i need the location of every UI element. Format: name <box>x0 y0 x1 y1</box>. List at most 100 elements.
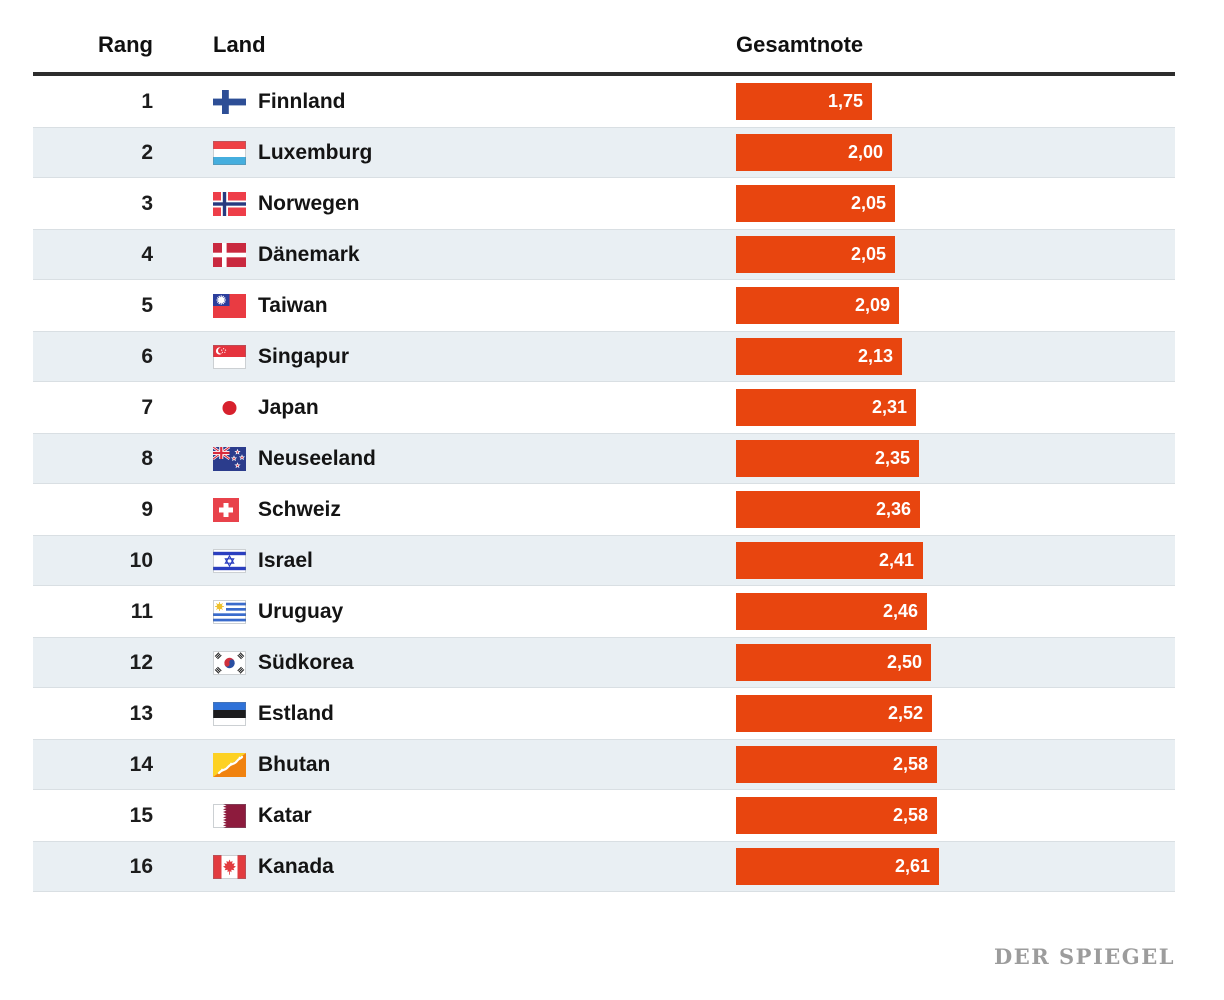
table-row: 4 Dänemark 2,05 <box>33 229 1175 280</box>
table-row: 12 Südkorea <box>33 637 1175 688</box>
country-name: Israel <box>258 548 313 572</box>
column-header-land: Land <box>213 32 266 57</box>
score-value: 2,41 <box>878 550 914 570</box>
country-name: Uruguay <box>258 599 344 623</box>
rank-value: 10 <box>129 548 153 572</box>
score-bar: 2,05 <box>736 236 895 273</box>
score-value: 2,61 <box>894 856 930 876</box>
table-row: 10 Israel 2,41 <box>33 535 1175 586</box>
score-value: 2,09 <box>854 295 890 315</box>
rank-value: 14 <box>129 752 153 776</box>
score-bar: 2,46 <box>736 593 927 630</box>
country-name: Katar <box>258 803 312 827</box>
daenemark-flag-icon <box>213 242 246 267</box>
der-spiegel-logo: DER SPIEGEL <box>994 944 1175 969</box>
rank-value: 9 <box>141 497 153 521</box>
table-row: 14 Bhutan 2,58 <box>33 739 1175 790</box>
kanada-flag-icon <box>213 854 246 879</box>
country-name: Kanada <box>258 854 334 878</box>
country-name: Dänemark <box>258 242 360 266</box>
score-bar: 2,41 <box>736 542 923 579</box>
neuseeland-flag-icon <box>213 446 246 471</box>
country-name: Norwegen <box>258 191 360 215</box>
norwegen-flag-icon <box>213 191 246 216</box>
country-name: Schweiz <box>258 497 341 521</box>
score-bar: 1,75 <box>736 83 872 120</box>
country-name: Bhutan <box>258 752 331 776</box>
table-row: 3 Norwegen 2,05 <box>33 178 1175 229</box>
score-value: 2,52 <box>887 703 923 723</box>
score-bar: 2,05 <box>736 185 895 222</box>
score-bar: 2,36 <box>736 491 920 528</box>
score-bar: 2,13 <box>736 338 902 375</box>
bhutan-flag-icon <box>213 752 246 777</box>
score-bar: 2,52 <box>736 695 932 732</box>
country-name: Luxemburg <box>258 140 373 164</box>
table-row: 8 Neuseeland 2,35 <box>33 433 1175 484</box>
rank-value: 12 <box>129 650 153 674</box>
table-row: 9 Schweiz 2,36 <box>33 484 1175 535</box>
score-value: 2,46 <box>882 601 918 621</box>
table-row: 6 Singapur 2,13 <box>33 331 1175 382</box>
country-name: Finnland <box>258 89 346 113</box>
score-value: 2,58 <box>892 754 928 774</box>
schweiz-flag-icon <box>213 497 246 522</box>
country-name: Estland <box>258 701 334 725</box>
rank-value: 16 <box>129 854 153 878</box>
table-row: 5 Taiwan 2,09 <box>33 280 1175 331</box>
score-value: 2,05 <box>850 244 886 264</box>
score-bar: 2,35 <box>736 440 919 477</box>
rank-value: 5 <box>141 293 153 317</box>
luxemburg-flag-icon <box>213 140 246 165</box>
finnland-flag-icon <box>213 89 246 114</box>
score-bar: 2,50 <box>736 644 931 681</box>
table-row: 15 Katar 2,58 <box>33 790 1175 841</box>
rank-value: 8 <box>141 446 153 470</box>
table-header: Rang Land Gesamtnote <box>33 20 1175 76</box>
rank-value: 7 <box>141 395 153 419</box>
rank-value: 15 <box>129 803 153 827</box>
estland-flag-icon <box>213 701 246 726</box>
table-row: 7 Japan 2,31 <box>33 382 1175 433</box>
score-bar: 2,31 <box>736 389 916 426</box>
score-value: 2,50 <box>886 652 922 672</box>
rank-value: 6 <box>141 344 153 368</box>
score-value: 2,58 <box>892 805 928 825</box>
score-bar: 2,00 <box>736 134 892 171</box>
singapur-flag-icon <box>213 344 246 369</box>
table-row: 11 Uruguay 2,46 <box>33 586 1175 637</box>
rank-value: 11 <box>130 599 153 623</box>
israel-flag-icon <box>213 548 246 573</box>
katar-flag-icon <box>213 803 246 828</box>
score-bar: 2,58 <box>736 797 937 834</box>
table-body: 1 Finnland 1,75 2 Luxemburg 2,00 <box>33 76 1175 892</box>
score-value: 1,75 <box>827 91 863 111</box>
country-name: Taiwan <box>258 293 328 317</box>
score-bar: 2,61 <box>736 848 939 885</box>
japan-flag-icon <box>213 395 246 420</box>
score-value: 2,35 <box>874 448 910 468</box>
table-row: 1 Finnland 1,75 <box>33 76 1175 127</box>
uruguay-flag-icon <box>213 599 246 624</box>
column-header-gesamtnote: Gesamtnote <box>736 32 864 57</box>
country-name: Singapur <box>258 344 350 368</box>
score-value: 2,36 <box>875 499 911 519</box>
country-name: Neuseeland <box>258 446 376 470</box>
table-row: 16 Kanada 2,61 <box>33 841 1175 892</box>
suedkorea-flag-icon <box>213 650 246 675</box>
score-value: 2,13 <box>857 346 893 366</box>
score-bar: 2,58 <box>736 746 937 783</box>
rank-value: 3 <box>141 191 153 215</box>
rank-value: 4 <box>141 242 153 266</box>
score-value: 2,05 <box>850 193 886 213</box>
score-bar: 2,09 <box>736 287 899 324</box>
country-name: Südkorea <box>258 650 354 674</box>
rank-value: 13 <box>129 701 153 725</box>
column-header-rang: Rang <box>98 32 153 57</box>
rank-value: 1 <box>141 89 153 113</box>
score-value: 2,31 <box>871 397 907 417</box>
score-value: 2,00 <box>847 142 883 162</box>
table-row: 2 Luxemburg 2,00 <box>33 127 1175 178</box>
rank-value: 2 <box>141 140 153 164</box>
country-name: Japan <box>258 395 319 419</box>
